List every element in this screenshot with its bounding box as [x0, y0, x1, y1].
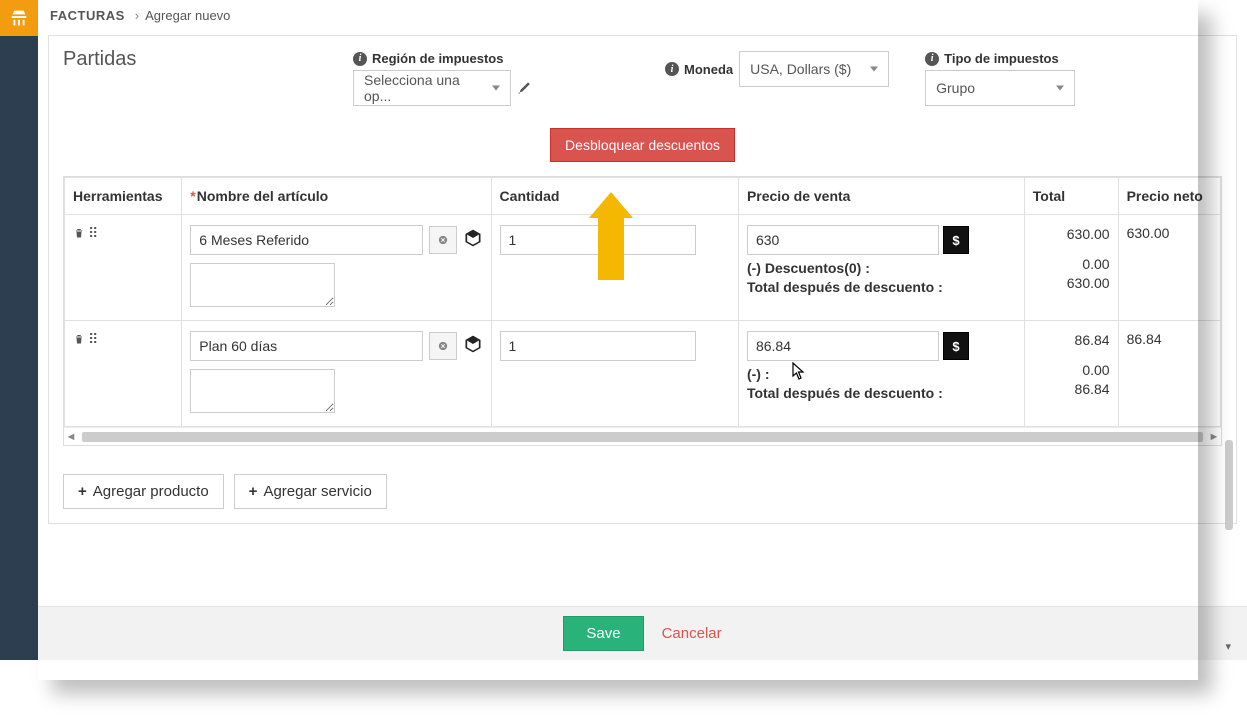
price-input[interactable]: [747, 331, 939, 361]
currency-icon[interactable]: $: [943, 226, 969, 254]
chevron-down-icon: [870, 67, 878, 72]
brand-logo-icon[interactable]: [0, 0, 38, 36]
add-service-button[interactable]: + Agregar servicio: [234, 474, 387, 509]
save-button[interactable]: Save: [563, 616, 643, 651]
tax-type-value: Grupo: [936, 80, 975, 96]
info-icon[interactable]: i: [353, 52, 367, 66]
product-icon[interactable]: [463, 228, 483, 253]
item-desc-input[interactable]: [190, 263, 335, 307]
tax-region-value: Selecciona una op...: [364, 72, 482, 104]
tax-region-select[interactable]: Selecciona una op...: [353, 70, 511, 106]
row-discount-amount: 0.00: [1033, 361, 1110, 381]
line-items-table: Herramientas *Nombre del artículo Cantid…: [63, 176, 1222, 446]
price-input[interactable]: [747, 225, 939, 255]
currency-select[interactable]: USA, Dollars ($): [739, 51, 889, 87]
discounts-label: (-) :: [747, 366, 770, 382]
table-row: ⠿ $ (-) : Total después de descuento : 86.84…: [65, 321, 1221, 427]
after-discount-label: Total después de descuento :: [747, 385, 943, 401]
footer-bar: Save Cancelar: [38, 606, 1247, 660]
currency-icon[interactable]: $: [943, 332, 969, 360]
row-total-after: 86.84: [1033, 380, 1110, 400]
line-items-panel: Partidas i Región de impuestos Seleccion…: [48, 35, 1237, 524]
table-row: ⠿ $ (-) Descuentos(0) : Total después de de…: [65, 215, 1221, 321]
breadcrumb-page: Agregar nuevo: [145, 8, 230, 23]
row-total-after: 630.00: [1033, 274, 1110, 294]
currency-label: Moneda: [684, 62, 733, 77]
breadcrumb: FACTURAS › Agregar nuevo: [38, 0, 1247, 31]
field-tax-type: i Tipo de impuestos Grupo: [925, 51, 1075, 106]
scroll-track[interactable]: [82, 432, 1203, 442]
col-name: *Nombre del artículo: [182, 178, 491, 215]
add-service-label: Agregar servicio: [263, 483, 371, 500]
info-icon[interactable]: i: [665, 62, 679, 76]
item-desc-input[interactable]: [190, 369, 335, 413]
add-product-label: Agregar producto: [93, 483, 209, 500]
row-net: 86.84: [1127, 331, 1212, 347]
col-total: Total: [1024, 178, 1118, 215]
tax-region-label: Región de impuestos: [372, 51, 503, 66]
page-down-icon[interactable]: ▾: [1225, 640, 1231, 653]
horizontal-scrollbar[interactable]: ◄ ►: [64, 427, 1221, 445]
row-total: 86.84: [1033, 331, 1110, 351]
scroll-left-icon[interactable]: ◄: [64, 431, 78, 443]
after-discount-label: Total después de descuento :: [747, 279, 943, 295]
info-icon[interactable]: i: [925, 52, 939, 66]
chevron-down-icon: [492, 86, 500, 91]
field-tax-region: i Región de impuestos Selecciona una op.…: [353, 51, 531, 106]
clear-icon[interactable]: [429, 332, 457, 360]
cancel-link[interactable]: Cancelar: [662, 625, 722, 642]
annotation-arrow-icon: [589, 192, 633, 280]
drag-handle-icon[interactable]: ⠿: [88, 225, 97, 242]
scroll-right-icon[interactable]: ►: [1207, 431, 1221, 443]
vertical-scrollbar[interactable]: [1225, 440, 1233, 530]
clear-icon[interactable]: [429, 226, 457, 254]
discounts-label: (-) Descuentos(0) :: [747, 260, 870, 276]
row-discount-amount: 0.00: [1033, 255, 1110, 275]
breadcrumb-module[interactable]: FACTURAS: [50, 8, 125, 23]
unlock-discounts-button[interactable]: Desbloquear descuentos: [550, 128, 735, 162]
tax-type-label: Tipo de impuestos: [944, 51, 1059, 66]
product-icon[interactable]: [463, 334, 483, 359]
plus-icon: +: [78, 483, 87, 500]
row-total: 630.00: [1033, 225, 1110, 245]
tax-type-select[interactable]: Grupo: [925, 70, 1075, 106]
sidebar: [0, 0, 38, 660]
field-currency: i Moneda USA, Dollars ($): [665, 51, 889, 87]
col-tools: Herramientas: [65, 178, 182, 215]
row-net: 630.00: [1127, 225, 1212, 241]
col-net: Precio neto: [1118, 178, 1220, 215]
delete-icon[interactable]: [73, 226, 85, 242]
chevron-down-icon: [1056, 86, 1064, 91]
chevron-right-icon: ›: [135, 8, 139, 23]
quantity-input[interactable]: [500, 331, 696, 361]
item-name-input[interactable]: [190, 225, 422, 255]
delete-icon[interactable]: [73, 332, 85, 348]
item-name-input[interactable]: [190, 331, 422, 361]
col-price: Precio de venta: [738, 178, 1024, 215]
wrench-icon[interactable]: [517, 80, 531, 97]
add-product-button[interactable]: + Agregar producto: [63, 474, 224, 509]
drag-handle-icon[interactable]: ⠿: [88, 331, 97, 348]
currency-value: USA, Dollars ($): [750, 61, 851, 77]
plus-icon: +: [249, 483, 258, 500]
